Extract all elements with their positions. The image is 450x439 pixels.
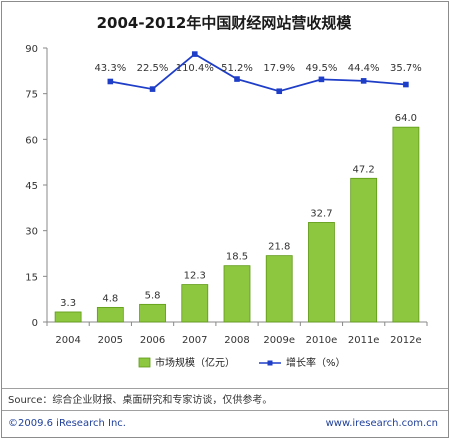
chart-title: 2004-2012年中国财经网站营收规模 (96, 14, 352, 32)
growth-rate-point (149, 86, 156, 92)
y-tick-label: 45 (25, 181, 38, 192)
bar-value-label: 3.3 (60, 298, 76, 309)
bar-value-label: 64.0 (395, 113, 417, 124)
bar (265, 255, 293, 323)
y-tick-label: 0 (32, 318, 38, 329)
bar-value-label: 32.7 (310, 208, 332, 219)
growth-rate-label: 49.5% (306, 63, 338, 74)
growth-rate-point (276, 88, 283, 95)
legend-line-marker (267, 360, 273, 366)
bar (181, 284, 209, 323)
x-tick-label: 2012e (390, 335, 422, 346)
growth-rate-point (107, 78, 114, 85)
y-tick-label: 90 (25, 44, 38, 55)
bar (308, 222, 335, 323)
legend-bar-swatch (138, 357, 151, 368)
growth-rate-point (360, 78, 367, 84)
bar (350, 177, 378, 323)
growth-rate-line (110, 52, 406, 93)
x-tick-label: 2010e (306, 335, 338, 346)
footer: ©2009.6 iResearch Inc. www.iresearch.com… (2, 413, 448, 435)
bar-value-label: 4.8 (102, 293, 118, 304)
x-tick-label: 2005 (98, 335, 123, 346)
growth-rate-label: 110.4% (176, 63, 214, 74)
website-link[interactable]: www.iresearch.com.cn (325, 418, 438, 429)
bar (223, 265, 251, 323)
bar (139, 303, 166, 323)
growth-rate-label: 44.4% (348, 63, 380, 74)
growth-rate-label: 35.7% (390, 63, 422, 74)
source-note: Source：综合企业财报、桌面研究和专家访谈，仅供参考。 (2, 388, 448, 411)
growth-rate-point (234, 76, 240, 82)
growth-rate-label: 51.2% (221, 63, 253, 74)
growth-rate-point (191, 51, 198, 57)
bar-value-label: 21.8 (268, 242, 290, 253)
x-tick-label: 2004 (55, 335, 80, 346)
legend-bar-label: 市场规模（亿元） (155, 356, 235, 369)
growth-rate-label: 43.3% (94, 63, 126, 74)
y-tick-label: 30 (25, 227, 38, 238)
growth-rate-point (318, 76, 325, 83)
bar-value-label: 18.5 (226, 252, 248, 263)
x-tick-label: 2007 (182, 335, 207, 346)
growth-rate-label: 17.9% (263, 63, 295, 74)
growth-rate-label: 22.5% (137, 63, 169, 74)
x-tick-label: 2009e (263, 335, 295, 346)
bar-value-label: 12.3 (184, 271, 206, 282)
x-tick-label: 2008 (224, 335, 249, 346)
bar-value-label: 5.8 (145, 290, 161, 301)
y-tick-label: 75 (25, 90, 38, 101)
y-tick-label: 15 (25, 272, 38, 283)
growth-rate-point (403, 81, 409, 88)
bar-value-label: 47.2 (353, 164, 375, 175)
x-tick-label: 2006 (140, 335, 165, 346)
copyright-text: ©2009.6 iResearch Inc. (8, 418, 126, 429)
bar (96, 306, 124, 323)
legend-line-label: 增长率（%） (286, 356, 346, 369)
x-tick-label: 2011e (348, 335, 380, 346)
y-tick-label: 60 (25, 135, 38, 146)
bar (54, 311, 82, 323)
bar (392, 126, 420, 323)
